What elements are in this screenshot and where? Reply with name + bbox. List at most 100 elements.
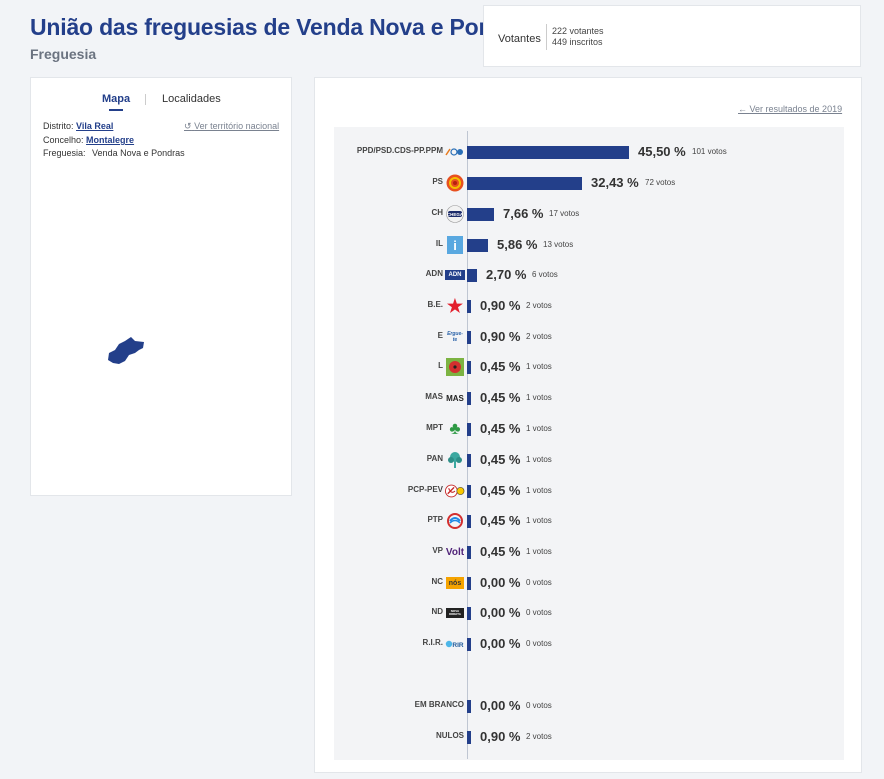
tab-divider [145,94,146,105]
ver-resultados-2019-label: Ver resultados de 2019 [749,104,843,114]
result-bar [467,731,471,744]
result-row: PS 32,43 % 72 votos [315,173,863,193]
concelho-label: Concelho: [43,135,84,145]
freguesia-map-shape[interactable] [107,336,147,366]
svg-text:CHEGA: CHEGA [447,212,464,217]
results-panel: ← Ver resultados de 2019 PPD/PSD.CDS-PP.… [314,77,862,773]
result-percentage: 0,90 % [480,729,521,744]
party-name: PPD/PSD.CDS-PP.PPM [356,146,443,155]
result-votes: 2 votos [526,732,552,741]
result-percentage: 0,45 % [480,513,521,528]
result-percentage: 0,45 % [480,452,521,467]
result-votes: 0 votos [526,578,552,587]
party-name: NULOS [436,731,464,740]
result-bar [467,607,471,620]
result-percentage: 0,00 % [480,698,521,713]
party-name: CH [431,208,443,217]
mas-logo-icon: MAS [446,393,464,403]
freguesia-line: Freguesia: Venda Nova e Pondras [43,148,185,158]
result-percentage: 0,45 % [480,544,521,559]
tab-localidades[interactable]: Localidades [162,93,221,105]
result-votes: 1 votos [526,455,552,464]
tab-mapa-underline [109,109,123,111]
inscritos-count: 449 inscritos [552,37,603,47]
distrito-link[interactable]: Vila Real [76,121,114,131]
result-bar [467,485,471,498]
party-name: EM BRANCO [414,700,464,709]
result-row: PTP 0,45 % 1 votos [315,511,863,531]
adn-logo-icon: ADN [445,265,465,285]
result-votes: 13 votos [543,240,574,249]
result-row: R.I.R. RIR 0,00 % 0 votos [315,634,863,654]
result-votes: 1 votos [526,486,552,495]
volt-logo-icon: Volt [445,546,465,558]
votantes-card: Votantes 222 votantes 449 inscritos [483,5,861,67]
party-name: PTP [427,515,443,524]
coalition-logo-icon [445,142,465,162]
arrow-left-icon: ← [738,104,747,114]
freguesia-label: Freguesia: [43,148,86,158]
party-name: R.I.R. [422,638,443,647]
result-percentage: 32,43 % [591,175,639,190]
party-name: ADN [425,269,443,278]
result-row: ND NOVA DIREITA 0,00 % 0 votos [315,603,863,623]
result-row: ADN ADN 2,70 % 6 votos [315,265,863,285]
result-row: PCP-PEV 0,45 % 1 votos [315,481,863,501]
result-bar [467,546,471,559]
result-percentage: 7,66 % [503,206,544,221]
result-percentage: 0,90 % [480,329,521,344]
ver-territorio-nacional-label: Ver território nacional [194,121,280,131]
result-votes: 0 votos [526,639,552,648]
party-name: E [437,331,443,340]
result-percentage: 0,45 % [480,390,521,405]
result-percentage: 0,90 % [480,298,521,313]
result-percentage: 45,50 % [638,144,686,159]
result-votes: 101 votos [692,147,727,156]
concelho-link[interactable]: Montalegre [86,135,135,145]
result-row: L 0,45 % 1 votos [315,357,863,377]
result-bar [467,208,494,221]
result-row: PAN 0,45 % 1 votos [315,450,863,470]
result-votes: 1 votos [526,362,552,371]
page-subtitle: Freguesia [30,46,97,62]
il-logo-icon: i [445,235,465,255]
concelho-line: Concelho: Montalegre [43,135,134,145]
result-votes: 6 votos [532,270,558,279]
hammer-sickle-icon [445,481,465,501]
party-name: PAN [426,454,443,463]
result-bar [467,577,471,590]
result-row: PPD/PSD.CDS-PP.PPM 45,50 % 101 votos [315,142,863,162]
chega-logo-icon: CHEGA [445,204,465,224]
pan-tree-icon [445,450,465,470]
result-votes: 1 votos [526,547,552,556]
clover-logo-icon: ♣ [449,419,461,438]
result-votes: 17 votos [549,209,580,218]
result-bar [467,331,471,344]
result-bar [467,700,471,713]
party-name: L [438,361,443,370]
freguesia-value: Venda Nova e Pondras [92,148,185,158]
result-percentage: 2,70 % [486,267,527,282]
result-bar [467,269,477,282]
party-name: ND [431,607,443,616]
result-percentage: 0,45 % [480,359,521,374]
ver-territorio-nacional-link[interactable]: ↺ Ver território nacional [184,121,279,132]
result-row: CH CHEGA 7,66 % 17 votos [315,204,863,224]
ver-resultados-2019-link[interactable]: ← Ver resultados de 2019 [738,104,842,114]
livre-poppy-icon [445,357,465,377]
result-row: E Ergue-te 0,90 % 2 votos [315,327,863,347]
result-votes: 1 votos [526,516,552,525]
result-bar [467,454,471,467]
tab-mapa[interactable]: Mapa [102,93,131,105]
result-bar [467,146,629,159]
result-bar [467,361,471,374]
party-name: MAS [425,392,443,401]
chart-axis-line [467,131,468,759]
result-votes: 72 votos [645,178,676,187]
ps-fist-rose-icon [445,173,465,193]
chart-background [334,127,844,760]
result-percentage: 0,00 % [480,605,521,620]
result-votes: 2 votos [526,332,552,341]
result-votes: 0 votos [526,608,552,617]
nos-cidadaos-logo-icon: nós [445,573,465,593]
